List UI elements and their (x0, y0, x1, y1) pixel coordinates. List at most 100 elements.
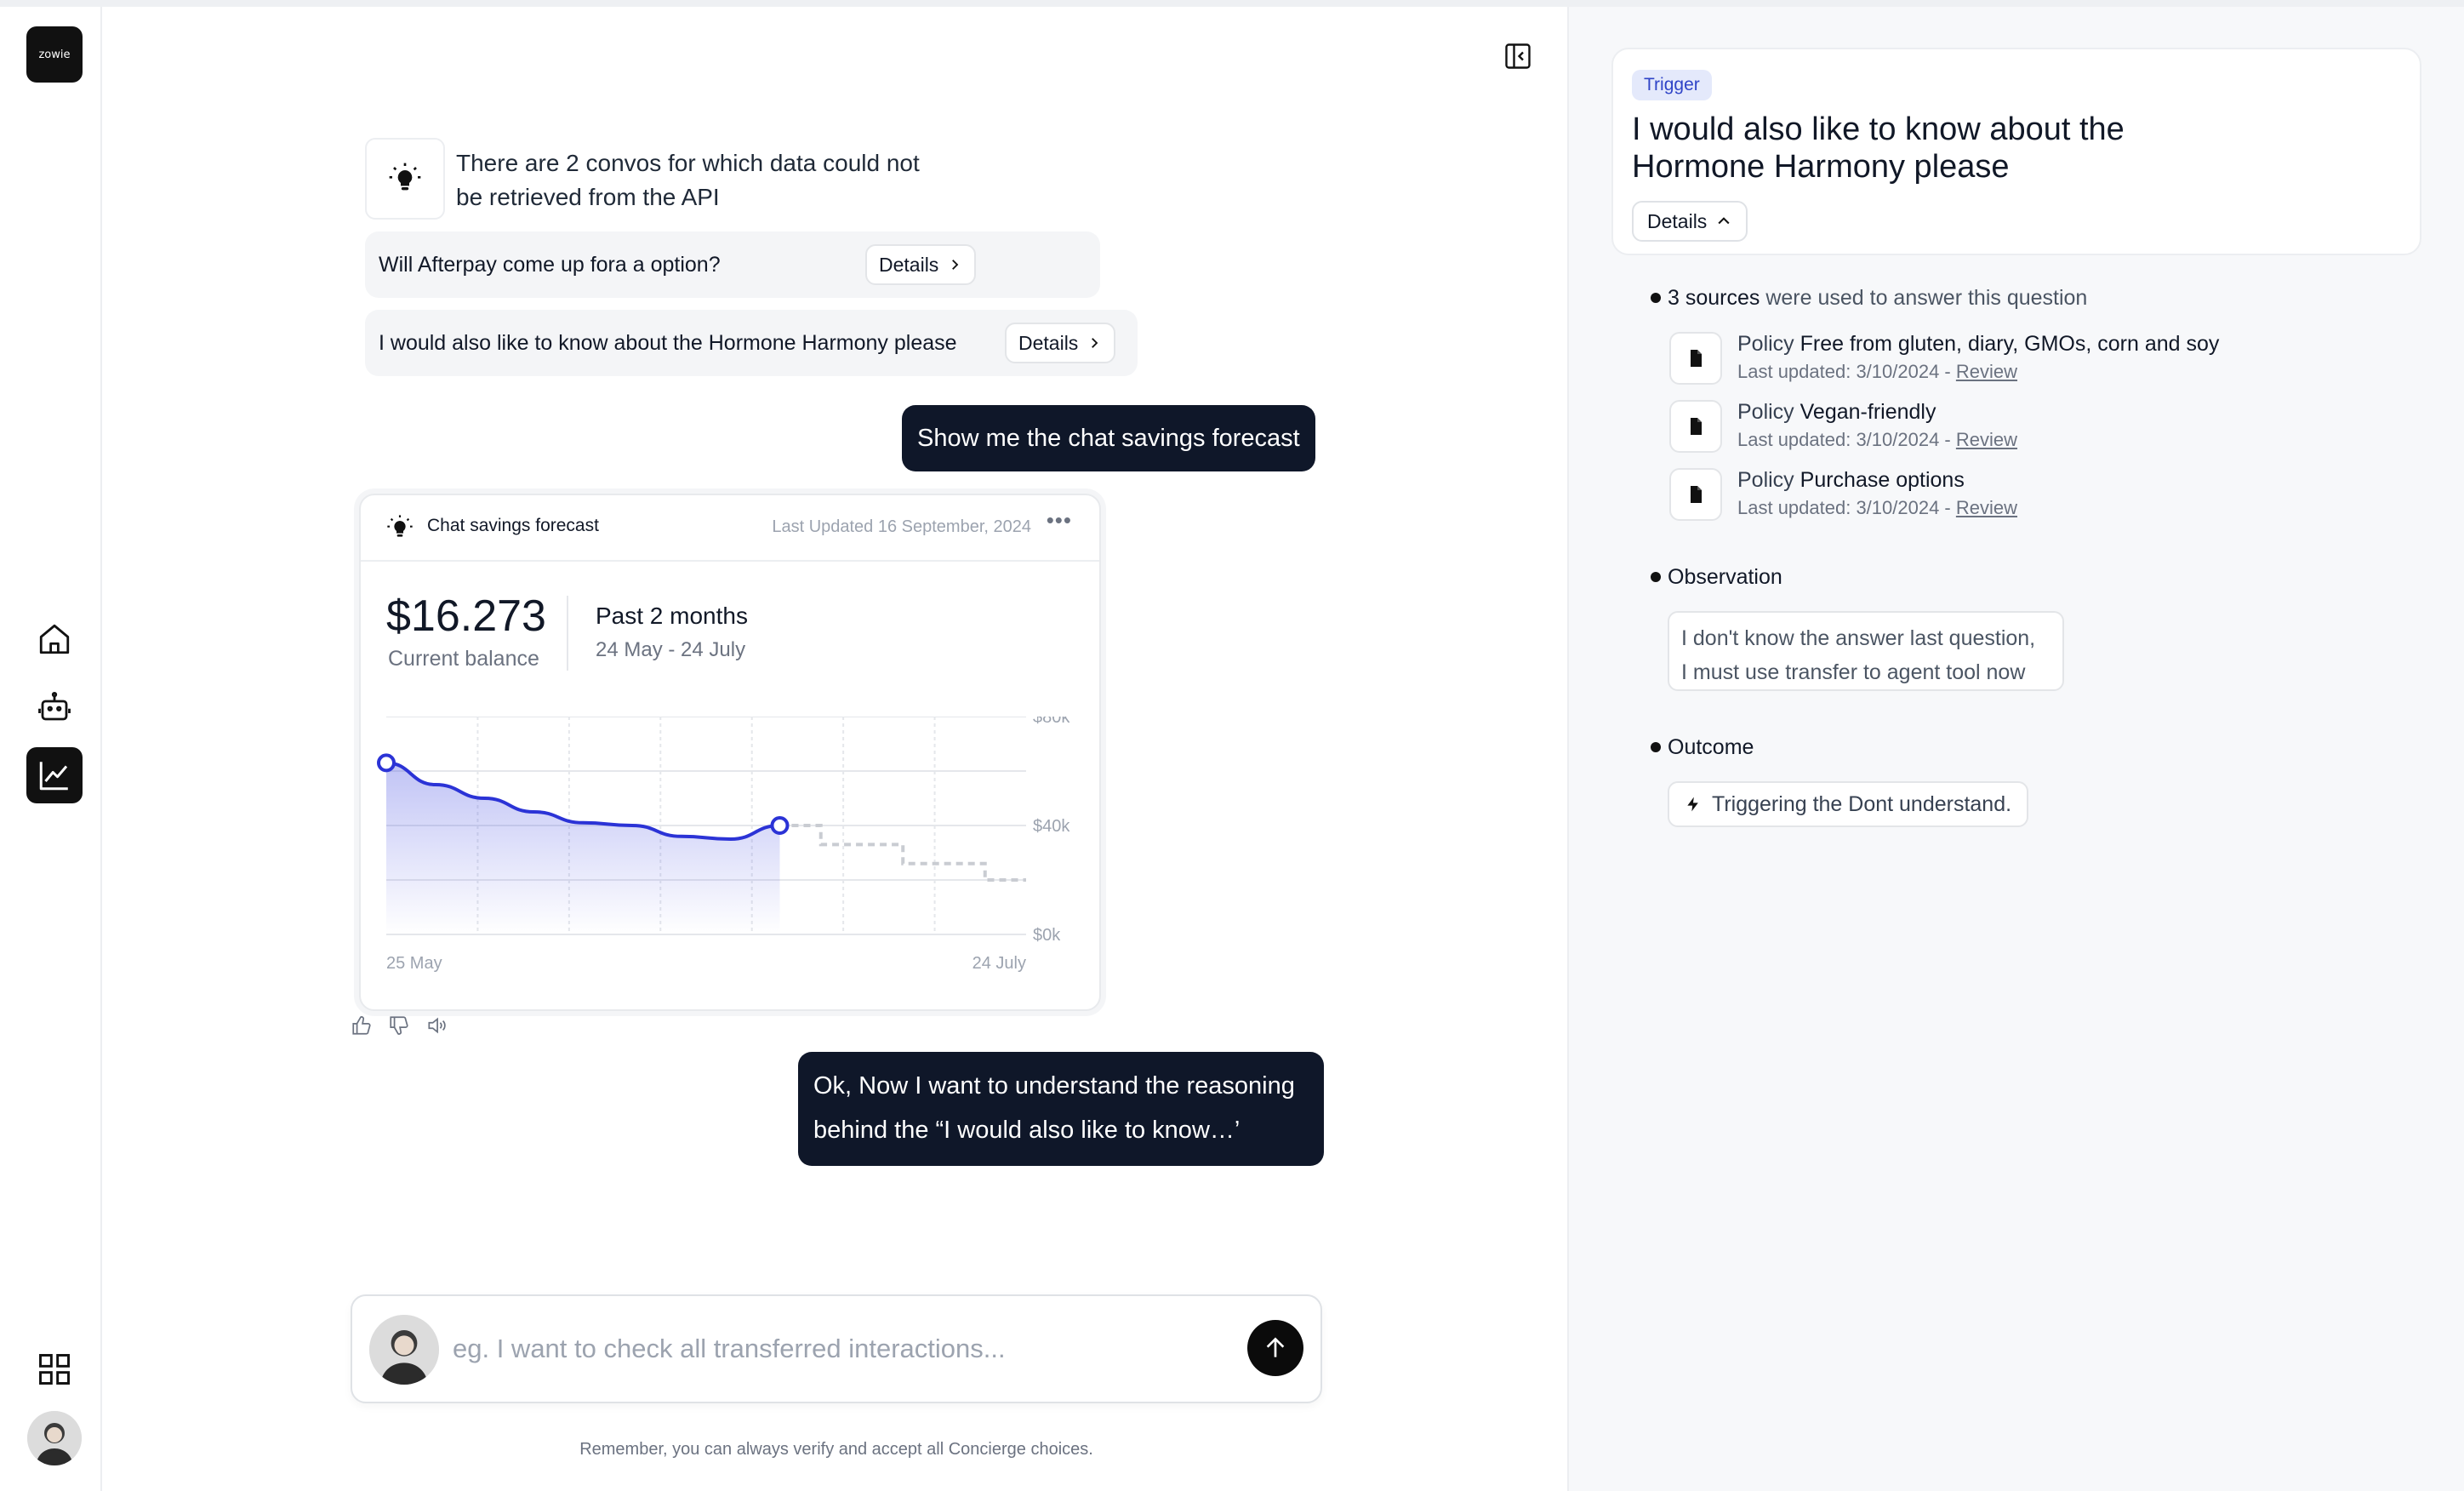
composer-avatar (369, 1315, 439, 1385)
convo-question: Will Afterpay come up fora a option? (379, 252, 721, 277)
nav-home[interactable] (26, 611, 83, 667)
card-header: Chat savings forecast Last Updated 16 Se… (361, 495, 1099, 562)
review-link[interactable]: Review (1955, 497, 2018, 518)
details-label: Details (1647, 209, 1708, 232)
reasoning-panel: Trigger I would also like to know about … (1567, 7, 2464, 1491)
chart-line-icon (39, 762, 68, 791)
divider (567, 596, 568, 671)
nav-bot[interactable] (26, 679, 83, 735)
observation-box: I don't know the answer last question, I… (1668, 611, 2064, 691)
left-nav-rail: zowie (0, 7, 102, 1491)
nav-analytics[interactable] (26, 747, 83, 803)
user-message: Show me the chat savings forecast (902, 405, 1315, 471)
thumbs-down-icon[interactable] (388, 1014, 410, 1037)
nav-apps[interactable] (26, 1341, 83, 1397)
x-tick-label: 25 May (386, 954, 442, 973)
period-title: Past 2 months (596, 603, 748, 629)
x-tick-label: 24 July (972, 954, 1026, 973)
trigger-details-button[interactable]: Details (1632, 201, 1748, 242)
user-message-line: behind the “I would also like to know…’ (813, 1117, 1241, 1144)
chat-savings-card: Chat savings forecast Last Updated 16 Se… (359, 494, 1101, 1011)
timeline-dot (1651, 572, 1661, 582)
lightning-icon (1687, 797, 1698, 812)
app-logo[interactable]: zowie (26, 26, 83, 83)
message-composer (351, 1294, 1322, 1403)
user-message: Ok, Now I want to understand the reasoni… (798, 1052, 1324, 1166)
card-last-updated: Last Updated 16 September, 2024 (772, 517, 1031, 536)
source-meta: Last updated: 3/10/2024 - Review (1737, 429, 2018, 450)
sources-count: 3 sources (1668, 286, 1760, 310)
trigger-card: Trigger I would also like to know about … (1611, 48, 2421, 255)
message-input[interactable] (453, 1330, 1184, 1368)
user-message-line: Ok, Now I want to understand the reasoni… (813, 1072, 1295, 1100)
info-message: There are 2 convos for which data could … (456, 150, 920, 210)
disclaimer-text: Remember, you can always verify and acce… (579, 1440, 1093, 1459)
source-meta: Last updated: 3/10/2024 - Review (1737, 361, 2018, 382)
review-link[interactable]: Review (1955, 361, 2018, 382)
document-icon (1669, 400, 1722, 453)
convo-details-button[interactable]: Details (1005, 323, 1116, 363)
convo-item: Will Afterpay come up fora a option? Det… (365, 231, 1100, 298)
convo-details-button[interactable]: Details (865, 244, 977, 285)
more-options-icon[interactable]: ••• (1046, 507, 1072, 533)
trigger-title: I would also like to know about the Horm… (1632, 111, 2125, 185)
timeline-dot (1651, 742, 1661, 752)
details-label: Details (1018, 331, 1079, 354)
send-button[interactable] (1247, 1320, 1303, 1376)
convo-item: I would also like to know about the Horm… (365, 310, 1138, 376)
document-icon (1669, 332, 1722, 385)
insight-icon-box (365, 138, 445, 220)
sources-heading: 3 sources were used to answer this quest… (1668, 286, 2087, 311)
source-title: Policy Purchase options (1737, 468, 1965, 492)
user-avatar[interactable] (27, 1411, 82, 1465)
lightbulb-icon (389, 163, 421, 191)
chevron-right-icon (952, 260, 959, 270)
person-icon (27, 1411, 82, 1465)
thumbs-up-icon[interactable] (351, 1014, 373, 1037)
source-title: Policy Vegan-friendly (1737, 400, 1936, 424)
chat-area: There are 2 convos for which data could … (104, 7, 1567, 1491)
chevron-up-icon (1718, 217, 1730, 225)
bot-icon (38, 691, 71, 721)
lightbulb-icon (387, 515, 413, 537)
collapse-panel-button[interactable] (1499, 37, 1537, 75)
outcome-text: Triggering the Dont understand. (1712, 791, 2012, 816)
observation-heading: Observation (1668, 565, 1782, 589)
observation-line: I must use transfer to agent tool now (1681, 660, 2026, 684)
y-tick-label: $40k (1033, 817, 1070, 836)
arrow-up-icon (1266, 1337, 1285, 1357)
sources-suffix: were used to answer this question (1765, 286, 2088, 310)
outcome-box: Triggering the Dont understand. (1668, 781, 2029, 827)
y-tick-label: $0k (1033, 926, 1061, 945)
home-icon (39, 624, 70, 654)
details-label: Details (879, 253, 939, 276)
card-title: Chat savings forecast (427, 516, 599, 535)
timeline-dot (1651, 293, 1661, 303)
feedback-actions (351, 1014, 448, 1037)
user-message-text: Show me the chat savings forecast (917, 425, 1300, 452)
observation-line: I don't know the answer last question, (1681, 626, 2036, 650)
data-point (770, 816, 790, 835)
source-meta: Last updated: 3/10/2024 - Review (1737, 497, 2018, 518)
balance-amount: $16.273 (386, 591, 546, 641)
series-line-actual (385, 761, 780, 842)
top-border (0, 0, 2464, 7)
outcome-heading: Outcome (1668, 735, 1754, 759)
balance-label: Current balance (388, 647, 539, 671)
person-icon (369, 1315, 439, 1385)
review-link[interactable]: Review (1955, 429, 2018, 450)
period-range: 24 May - 24 July (596, 638, 746, 661)
grid-icon (39, 1354, 70, 1385)
chevron-right-icon (1092, 338, 1098, 348)
source-title: Policy Free from gluten, diary, GMOs, co… (1737, 332, 2220, 356)
savings-chart: $80k $40k $0k 25 May 24 July (377, 717, 1070, 973)
y-tick-label: $80k (1033, 717, 1070, 727)
data-point (377, 753, 396, 773)
convo-question: I would also like to know about the Horm… (379, 330, 957, 355)
speaker-icon[interactable] (425, 1014, 448, 1037)
trigger-badge: Trigger (1632, 70, 1712, 100)
series-line-forecast (779, 824, 1026, 882)
document-icon (1669, 468, 1722, 521)
series-area (386, 763, 780, 934)
sidebar-collapse-icon (1505, 43, 1531, 69)
